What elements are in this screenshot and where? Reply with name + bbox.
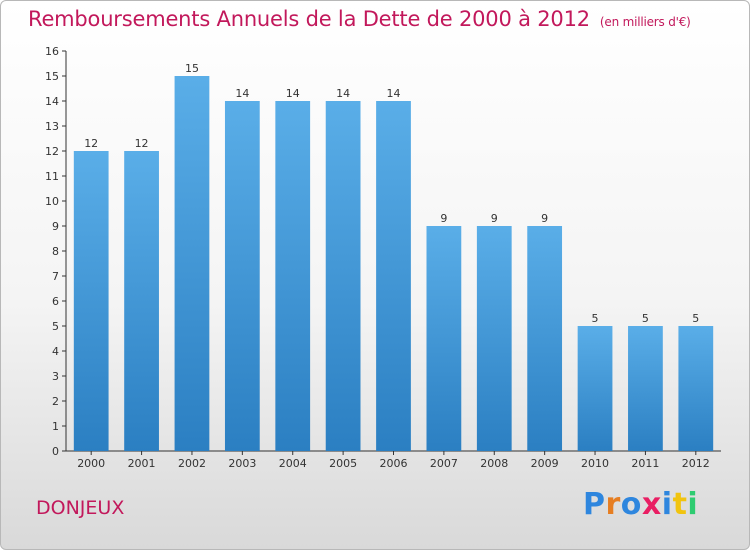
x-tick-label: 2010 <box>581 457 609 470</box>
data-label: 12 <box>84 137 98 150</box>
x-tick-label: 2001 <box>128 457 156 470</box>
bar-2005 <box>325 101 361 451</box>
data-label: 9 <box>541 212 548 225</box>
y-tick-label: 9 <box>52 220 59 233</box>
y-tick-label: 4 <box>52 345 59 358</box>
bar-2003 <box>224 101 260 451</box>
bar-2012 <box>678 326 714 451</box>
data-label: 5 <box>592 312 599 325</box>
bar-2007 <box>426 226 462 451</box>
y-tick-label: 14 <box>45 95 59 108</box>
data-label: 14 <box>336 87 350 100</box>
x-tick-label: 2005 <box>329 457 357 470</box>
chart-title: Remboursements Annuels de la Dette de 20… <box>28 7 691 31</box>
x-tick-label: 2007 <box>430 457 458 470</box>
logo-letter: x <box>641 487 662 522</box>
y-tick-label: 2 <box>52 395 59 408</box>
bars <box>73 76 714 451</box>
bar-2010 <box>577 326 613 451</box>
x-tick-label: 2012 <box>682 457 710 470</box>
proxiti-logo: Proxiti <box>583 487 698 522</box>
data-label: 14 <box>286 87 300 100</box>
bar-2000 <box>73 151 109 451</box>
data-label: 12 <box>135 137 149 150</box>
x-tick-label: 2000 <box>77 457 105 470</box>
y-tick-label: 0 <box>52 445 59 458</box>
bar-2011 <box>628 326 663 451</box>
data-label: 5 <box>642 312 649 325</box>
bar-2008 <box>476 226 512 451</box>
y-tick-label: 12 <box>45 145 59 158</box>
x-tick-label: 2002 <box>178 457 206 470</box>
y-tick-label: 11 <box>45 170 59 183</box>
logo-letter: t <box>672 487 688 522</box>
chart-unit: (en milliers d'€) <box>599 15 691 29</box>
logo-letter: r <box>605 487 621 522</box>
data-label: 14 <box>235 87 249 100</box>
logo-letter: o <box>620 487 642 522</box>
data-label: 15 <box>185 62 199 75</box>
x-tick-label: 2009 <box>531 457 559 470</box>
bar-2009 <box>527 226 563 451</box>
x-tick-label: 2006 <box>380 457 408 470</box>
labels: 2000 12 2001 12 2002 15 2003 14 2004 14 2005 14 2006… <box>77 62 710 470</box>
y-tick-label: 5 <box>52 320 59 333</box>
data-label: 5 <box>692 312 699 325</box>
x-tick-label: 2004 <box>279 457 307 470</box>
y-tick-label: 6 <box>52 295 59 308</box>
y-tick-label: 8 <box>52 245 59 258</box>
y-tick-label: 13 <box>45 120 59 133</box>
data-label: 9 <box>491 212 498 225</box>
bar-2001 <box>124 151 159 451</box>
y-tick-label: 7 <box>52 270 59 283</box>
logo-letter: i <box>661 487 673 522</box>
bar-2004 <box>275 101 311 451</box>
data-label: 14 <box>387 87 401 100</box>
bar-2006 <box>376 101 411 451</box>
commune-name: DONJEUX <box>36 497 125 519</box>
logo-letter: i <box>687 487 699 522</box>
logo-letter: P <box>583 487 606 522</box>
x-tick-label: 2008 <box>480 457 508 470</box>
x-tick-label: 2003 <box>228 457 256 470</box>
bar-2002 <box>174 76 210 451</box>
y-tick-label: 3 <box>52 370 59 383</box>
y-tick-label: 15 <box>45 70 59 83</box>
y-tick-label: 1 <box>52 420 59 433</box>
data-label: 9 <box>440 212 447 225</box>
y-tick-label: 16 <box>45 45 59 58</box>
chart-title-text: Remboursements Annuels de la Dette de 20… <box>28 7 590 31</box>
x-tick-label: 2011 <box>631 457 659 470</box>
y-tick-label: 10 <box>45 195 59 208</box>
